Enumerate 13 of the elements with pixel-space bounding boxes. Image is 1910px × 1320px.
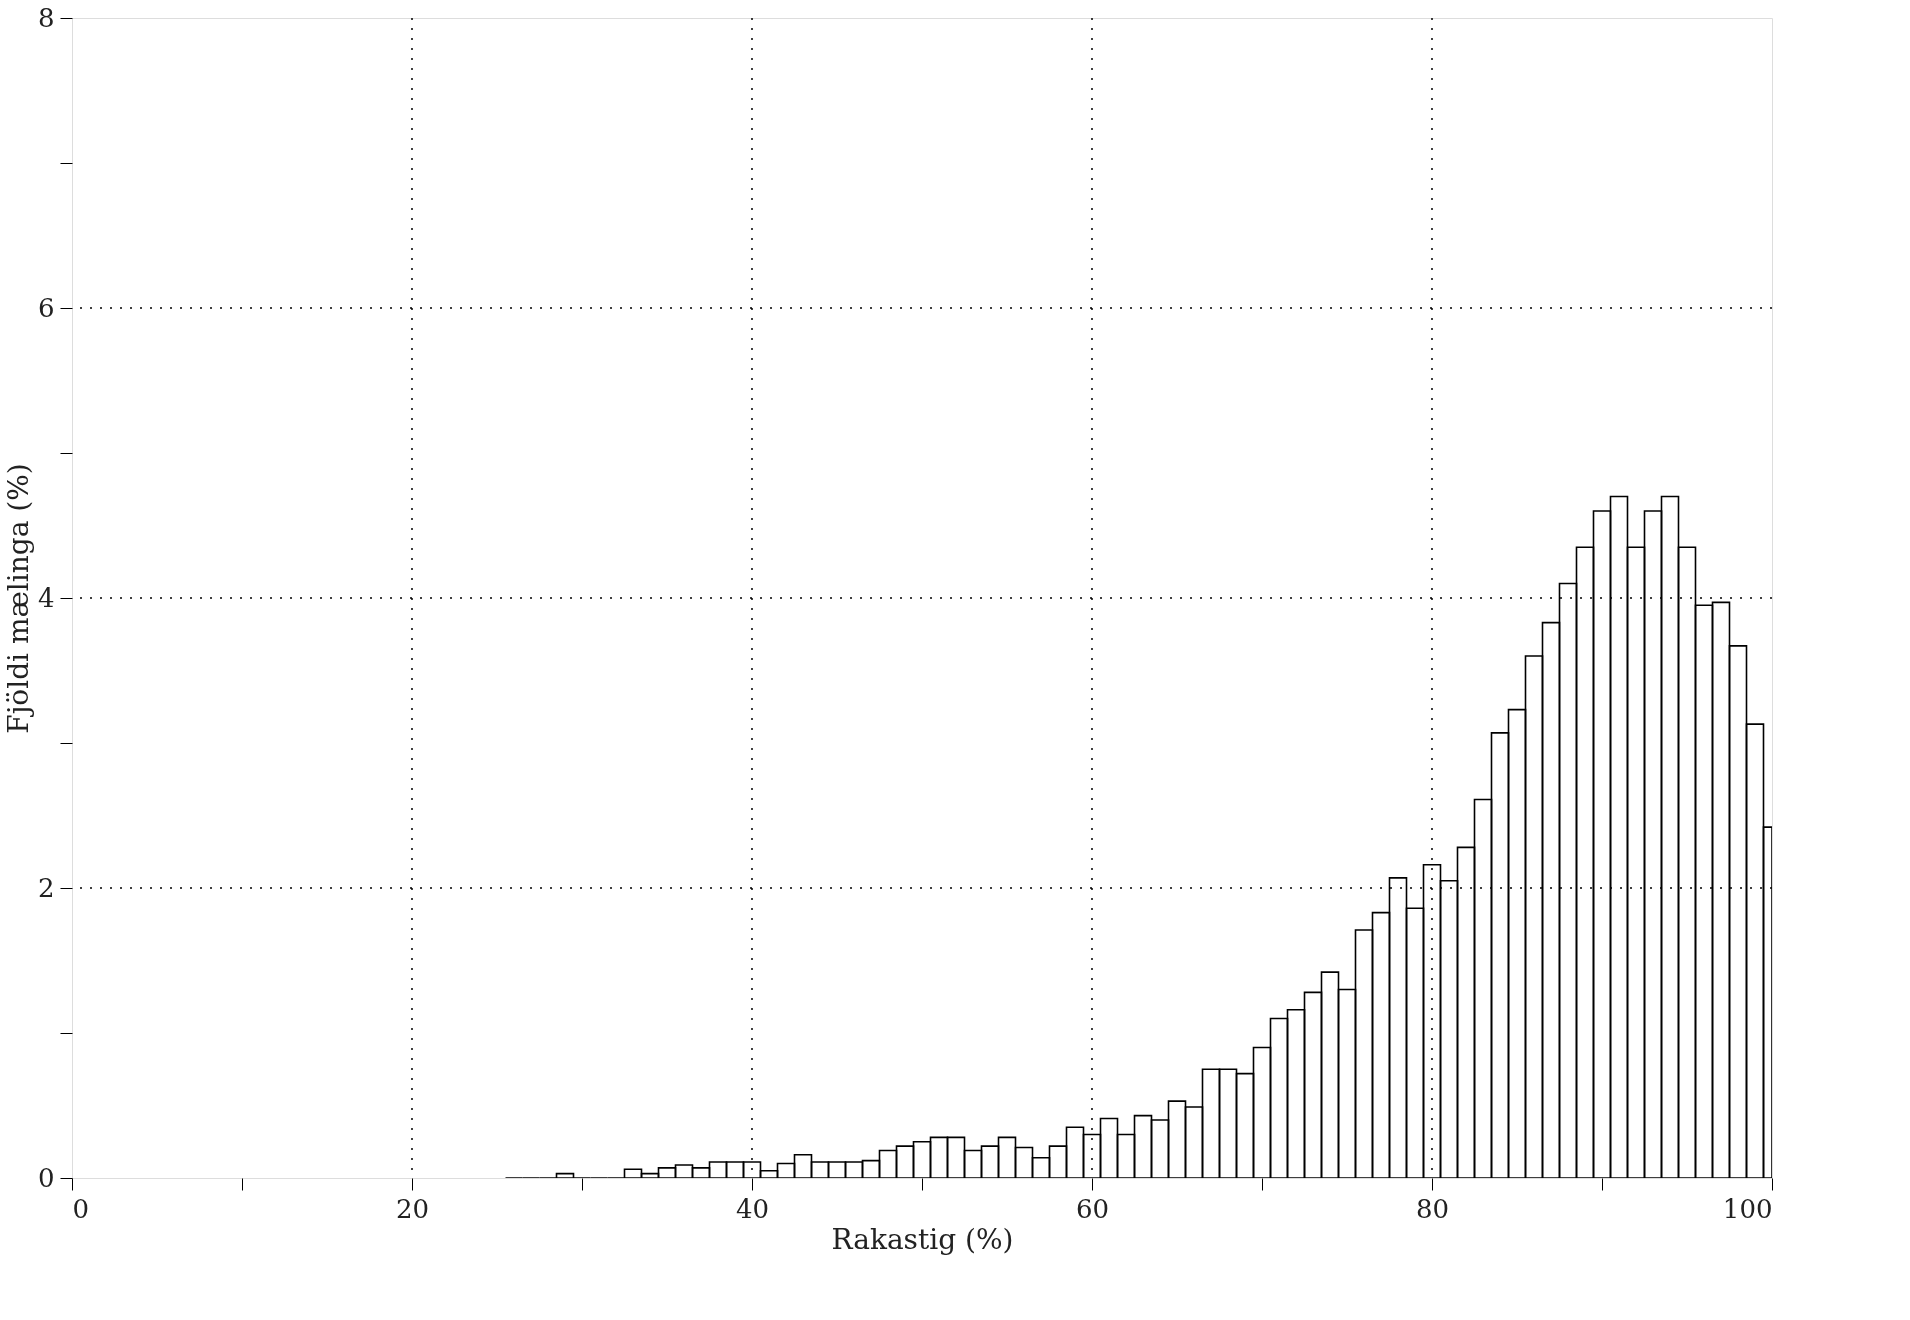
x-tick-label: 20: [395, 1193, 430, 1224]
x-tick-label: 60: [1075, 1193, 1110, 1224]
y-axis-title: Fjöldi mælinga (%): [1, 463, 35, 734]
x-tick-label: 80: [1415, 1193, 1450, 1224]
y-tick-label: 4: [37, 582, 55, 613]
y-tick-label: 6: [37, 292, 55, 323]
x-tick-label: 40: [735, 1193, 770, 1224]
y-tick-label: 0: [37, 1162, 55, 1193]
x-axis-title: Rakastig (%): [831, 1222, 1014, 1256]
x-tick-label: 100: [1722, 1193, 1773, 1224]
x-tick-label: 0: [72, 1193, 90, 1224]
y-tick-label: 2: [37, 872, 55, 903]
y-tick-label: 8: [37, 2, 55, 33]
